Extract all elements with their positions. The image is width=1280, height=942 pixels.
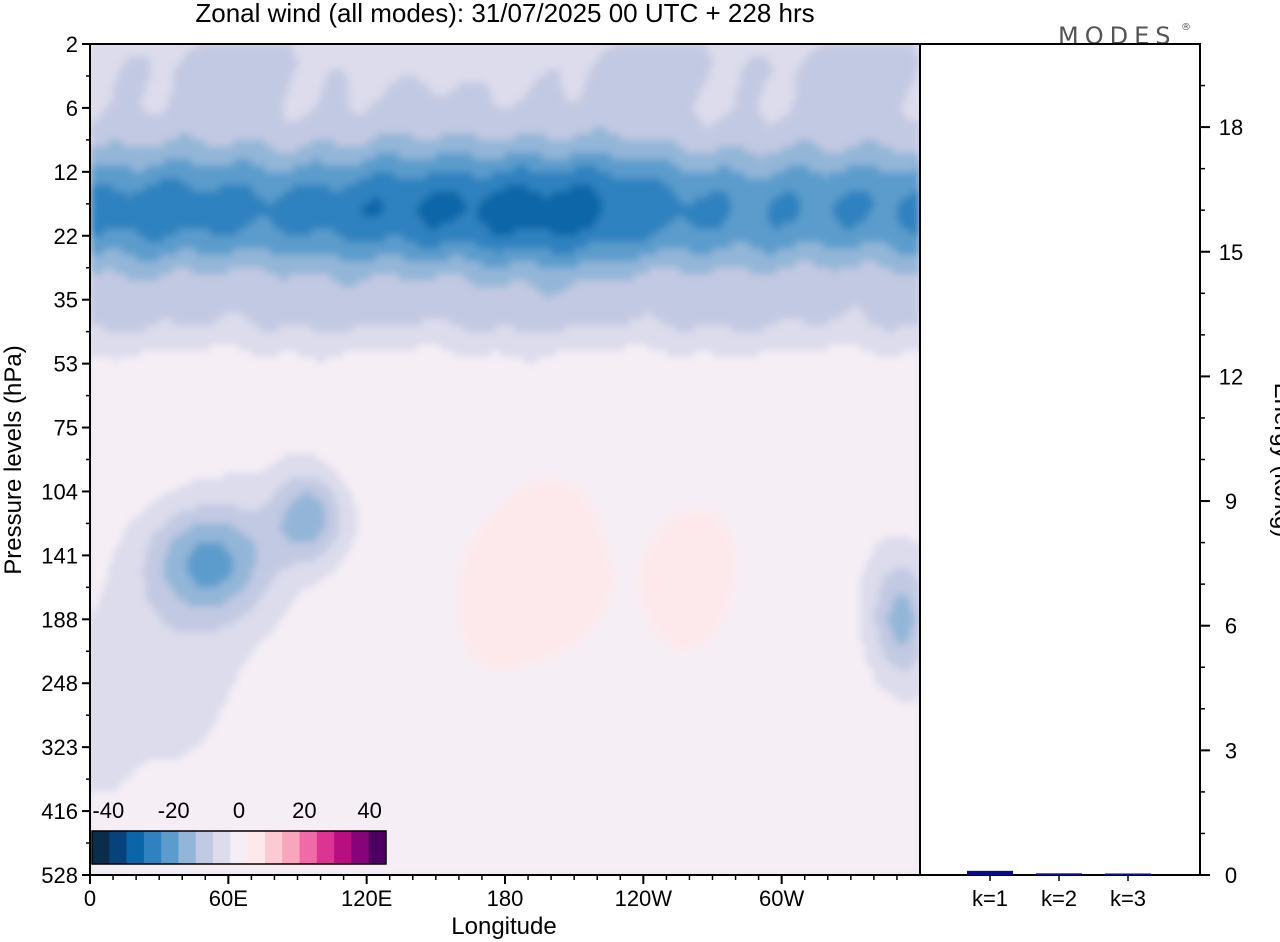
energy-category-label: k=1 bbox=[972, 886, 1008, 911]
colorbar-legend: -40 -20 0 20 40 bbox=[91, 798, 387, 865]
colorbar-swatch bbox=[213, 831, 231, 864]
y-tick-label: 248 bbox=[41, 671, 78, 696]
x-tick-label: 60E bbox=[209, 886, 248, 911]
pressure-axis: 2 6 12 22 35 53 75 104 141 188 248 323 416 528 bbox=[41, 32, 90, 888]
colorbar-swatch bbox=[143, 831, 162, 864]
y-axis-label: Pressure levels (hPa) bbox=[0, 345, 27, 574]
chart-title: Zonal wind (all modes): 31/07/2025 00 UT… bbox=[195, 0, 814, 28]
y-tick-label: 323 bbox=[41, 735, 78, 760]
x-tick-label: 180 bbox=[487, 886, 524, 911]
y-tick-label: 104 bbox=[41, 479, 78, 504]
colorbar-swatch bbox=[92, 831, 110, 864]
energy-tick-label: 18 bbox=[1219, 115, 1243, 140]
colorbar-swatch bbox=[247, 831, 266, 864]
energy-axis: 0 3 6 9 12 15 18 bbox=[1200, 84, 1243, 888]
energy-tick-label: 15 bbox=[1219, 240, 1243, 265]
y-tick-label: 188 bbox=[41, 607, 78, 632]
x-tick-label: 60W bbox=[759, 886, 804, 911]
modes-logo: MODES bbox=[1058, 22, 1176, 50]
colorbar-swatch bbox=[282, 831, 300, 864]
y-tick-label: 53 bbox=[54, 352, 78, 377]
colorbar-swatch bbox=[178, 831, 197, 864]
energy-axis-label: Energy (kJ/kg) bbox=[1269, 383, 1280, 538]
energy-tick-label: 12 bbox=[1219, 364, 1243, 389]
colorbar-swatch bbox=[230, 831, 248, 864]
energy-bars: k=1 k=2 k=3 bbox=[967, 870, 1151, 911]
x-tick-label: 120E bbox=[341, 886, 392, 911]
colorbar-tick-label: -40 bbox=[92, 798, 124, 823]
colorbar-tick-label: 0 bbox=[233, 798, 245, 823]
wind-contour-field bbox=[90, 44, 920, 875]
energy-tick-label: 0 bbox=[1225, 863, 1237, 888]
modes-logo-mark: ® bbox=[1181, 22, 1197, 33]
colorbar-tick-label: 20 bbox=[292, 798, 316, 823]
colorbar-swatch bbox=[161, 831, 179, 864]
energy-category-label: k=3 bbox=[1110, 886, 1146, 911]
colorbar-frame bbox=[91, 830, 387, 865]
colorbar-swatch bbox=[126, 831, 145, 864]
longitude-axis: 0 60E 120E 180 120W 60W bbox=[84, 875, 898, 911]
colorbar-tick-label: -20 bbox=[158, 798, 190, 823]
colorbar-swatch bbox=[351, 831, 370, 864]
energy-bar bbox=[1036, 873, 1082, 875]
energy-tick-label: 9 bbox=[1225, 489, 1237, 514]
y-tick-label: 75 bbox=[54, 416, 78, 441]
colorbar-swatch bbox=[299, 831, 318, 864]
colorbar-swatch bbox=[109, 831, 127, 864]
y-tick-label: 528 bbox=[41, 863, 78, 888]
colorbar-swatch bbox=[195, 831, 214, 864]
colorbar-swatch bbox=[264, 831, 283, 864]
x-axis-label: Longitude bbox=[451, 913, 556, 940]
colorbar-swatch bbox=[334, 831, 352, 864]
y-tick-label: 22 bbox=[54, 224, 78, 249]
y-tick-label: 141 bbox=[41, 543, 78, 568]
energy-bar bbox=[1105, 873, 1151, 875]
y-tick-label: 2 bbox=[66, 32, 78, 57]
energy-bar bbox=[967, 870, 1013, 875]
colorbar-swatch bbox=[316, 831, 335, 864]
colorbar-tick-label: 40 bbox=[357, 798, 381, 823]
y-tick-label: 6 bbox=[66, 96, 78, 121]
energy-tick-label: 6 bbox=[1225, 614, 1237, 639]
y-tick-label: 35 bbox=[54, 288, 78, 313]
colorbar-swatch bbox=[368, 831, 387, 864]
energy-tick-label: 3 bbox=[1225, 738, 1237, 763]
y-tick-label: 12 bbox=[54, 160, 78, 185]
x-tick-label: 0 bbox=[84, 886, 96, 911]
y-tick-label: 416 bbox=[41, 799, 78, 824]
energy-category-label: k=2 bbox=[1041, 886, 1077, 911]
x-tick-label: 120W bbox=[615, 886, 673, 911]
energy-panel-frame bbox=[919, 43, 1201, 876]
